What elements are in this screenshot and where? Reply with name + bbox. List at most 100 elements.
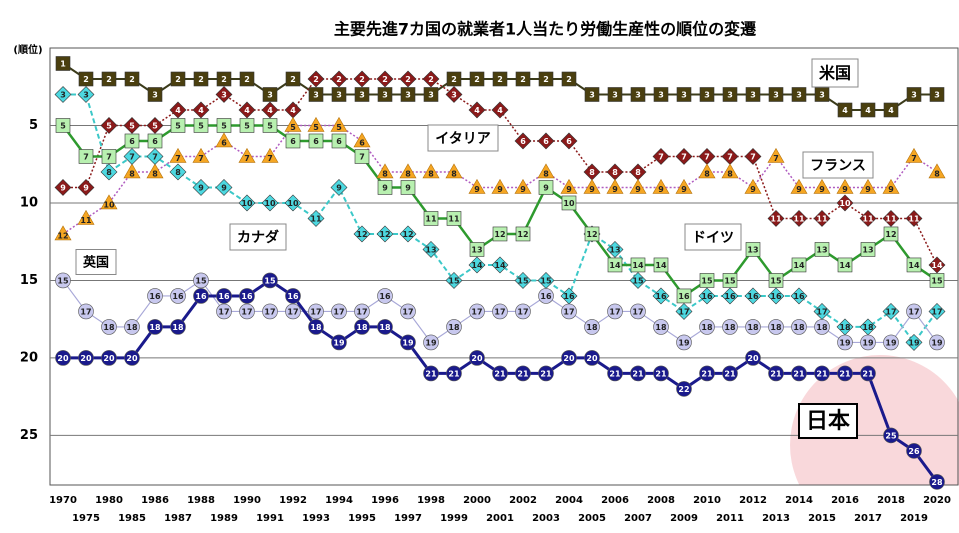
marker <box>124 71 140 87</box>
x-tick-label: 2020 <box>923 495 951 506</box>
data-label: 2 <box>543 75 549 84</box>
data-label: 18 <box>448 323 460 332</box>
marker <box>492 226 508 242</box>
marker <box>630 257 646 273</box>
marker <box>515 226 531 242</box>
y-tick-label: 10 <box>20 195 38 210</box>
marker <box>514 178 532 194</box>
marker <box>699 87 715 102</box>
data-label: 21 <box>448 369 460 378</box>
data-label: 20 <box>747 354 759 363</box>
data-label: 8 <box>934 169 940 178</box>
data-label: 3 <box>405 90 411 99</box>
data-label: 16 <box>540 292 552 301</box>
marker <box>285 133 301 149</box>
data-label: 12 <box>586 230 597 239</box>
data-label: 19 <box>862 338 874 347</box>
data-label: 21 <box>724 369 736 378</box>
marker <box>446 211 462 226</box>
marker <box>215 179 233 196</box>
data-label: 12 <box>402 230 413 239</box>
marker <box>446 71 462 87</box>
marker <box>744 287 762 305</box>
data-label: 5 <box>106 121 112 130</box>
marker <box>468 101 486 119</box>
data-label: 17 <box>310 307 321 316</box>
marker <box>584 319 600 335</box>
data-label: 5 <box>152 121 158 130</box>
data-label: 17 <box>241 307 252 316</box>
marker <box>813 210 831 227</box>
data-label: 3 <box>911 90 917 99</box>
data-label: 3 <box>451 90 457 99</box>
data-label: 8 <box>152 169 158 178</box>
marker <box>722 365 738 382</box>
marker <box>262 272 278 289</box>
marker <box>515 71 531 87</box>
marker <box>422 70 440 88</box>
marker <box>791 257 807 273</box>
data-label: 19 <box>931 338 943 347</box>
marker <box>515 303 531 320</box>
x-tick-label: 1996 <box>371 495 399 506</box>
data-label: 21 <box>862 369 874 378</box>
data-label: 7 <box>106 152 112 161</box>
data-label: 16 <box>218 292 230 301</box>
data-label: 3 <box>635 90 641 99</box>
marker <box>883 427 899 444</box>
data-label: 12 <box>379 230 390 239</box>
data-label: 16 <box>655 292 667 301</box>
data-label: 18 <box>770 323 782 332</box>
marker <box>330 116 348 132</box>
data-label: 2 <box>497 75 503 84</box>
marker <box>446 319 462 335</box>
x-tick-label: 2002 <box>509 495 537 506</box>
data-label: 3 <box>658 90 664 99</box>
marker <box>308 133 324 149</box>
marker <box>652 178 670 194</box>
marker <box>722 87 738 102</box>
marker <box>906 257 922 273</box>
data-label: 18 <box>126 323 138 332</box>
plot-frame <box>49 47 959 486</box>
x-tick-label: 1989 <box>210 513 238 524</box>
data-label: 3 <box>681 90 687 99</box>
data-label: 20 <box>471 354 483 363</box>
marker <box>561 195 577 211</box>
marker <box>216 71 232 87</box>
data-label: 3 <box>60 90 66 99</box>
marker <box>883 334 899 351</box>
data-label: 14 <box>931 261 943 270</box>
data-label: 6 <box>129 137 135 146</box>
x-tick-label: 2007 <box>624 513 652 524</box>
data-label: 17 <box>517 307 528 316</box>
data-label: 21 <box>655 369 667 378</box>
data-label: 11 <box>793 214 805 223</box>
data-label: 3 <box>428 90 434 99</box>
data-label: 18 <box>816 323 828 332</box>
marker <box>399 225 417 243</box>
marker <box>883 226 899 242</box>
marker <box>699 319 715 335</box>
data-label: 14 <box>632 261 644 270</box>
data-label: 3 <box>152 90 158 99</box>
data-label: 10 <box>264 199 276 208</box>
data-label: 10 <box>839 199 851 208</box>
marker <box>860 102 876 118</box>
marker <box>790 178 808 194</box>
x-tick-label: 2003 <box>532 513 560 524</box>
marker <box>193 288 209 304</box>
marker <box>215 86 233 103</box>
marker <box>284 116 302 132</box>
marker <box>675 148 693 165</box>
marker <box>376 225 394 243</box>
marker <box>169 101 187 119</box>
marker <box>193 272 209 289</box>
data-label: 11 <box>862 214 874 223</box>
data-label: 3 <box>589 90 595 99</box>
data-label: 9 <box>520 185 526 194</box>
data-label: 25 <box>885 431 897 440</box>
marker <box>446 365 462 382</box>
marker <box>491 256 509 274</box>
marker <box>653 319 669 335</box>
